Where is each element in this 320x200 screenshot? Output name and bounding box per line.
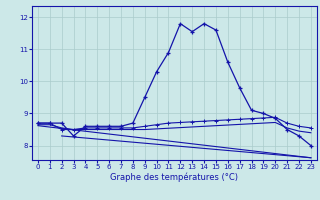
- X-axis label: Graphe des températures (°C): Graphe des températures (°C): [110, 173, 238, 182]
